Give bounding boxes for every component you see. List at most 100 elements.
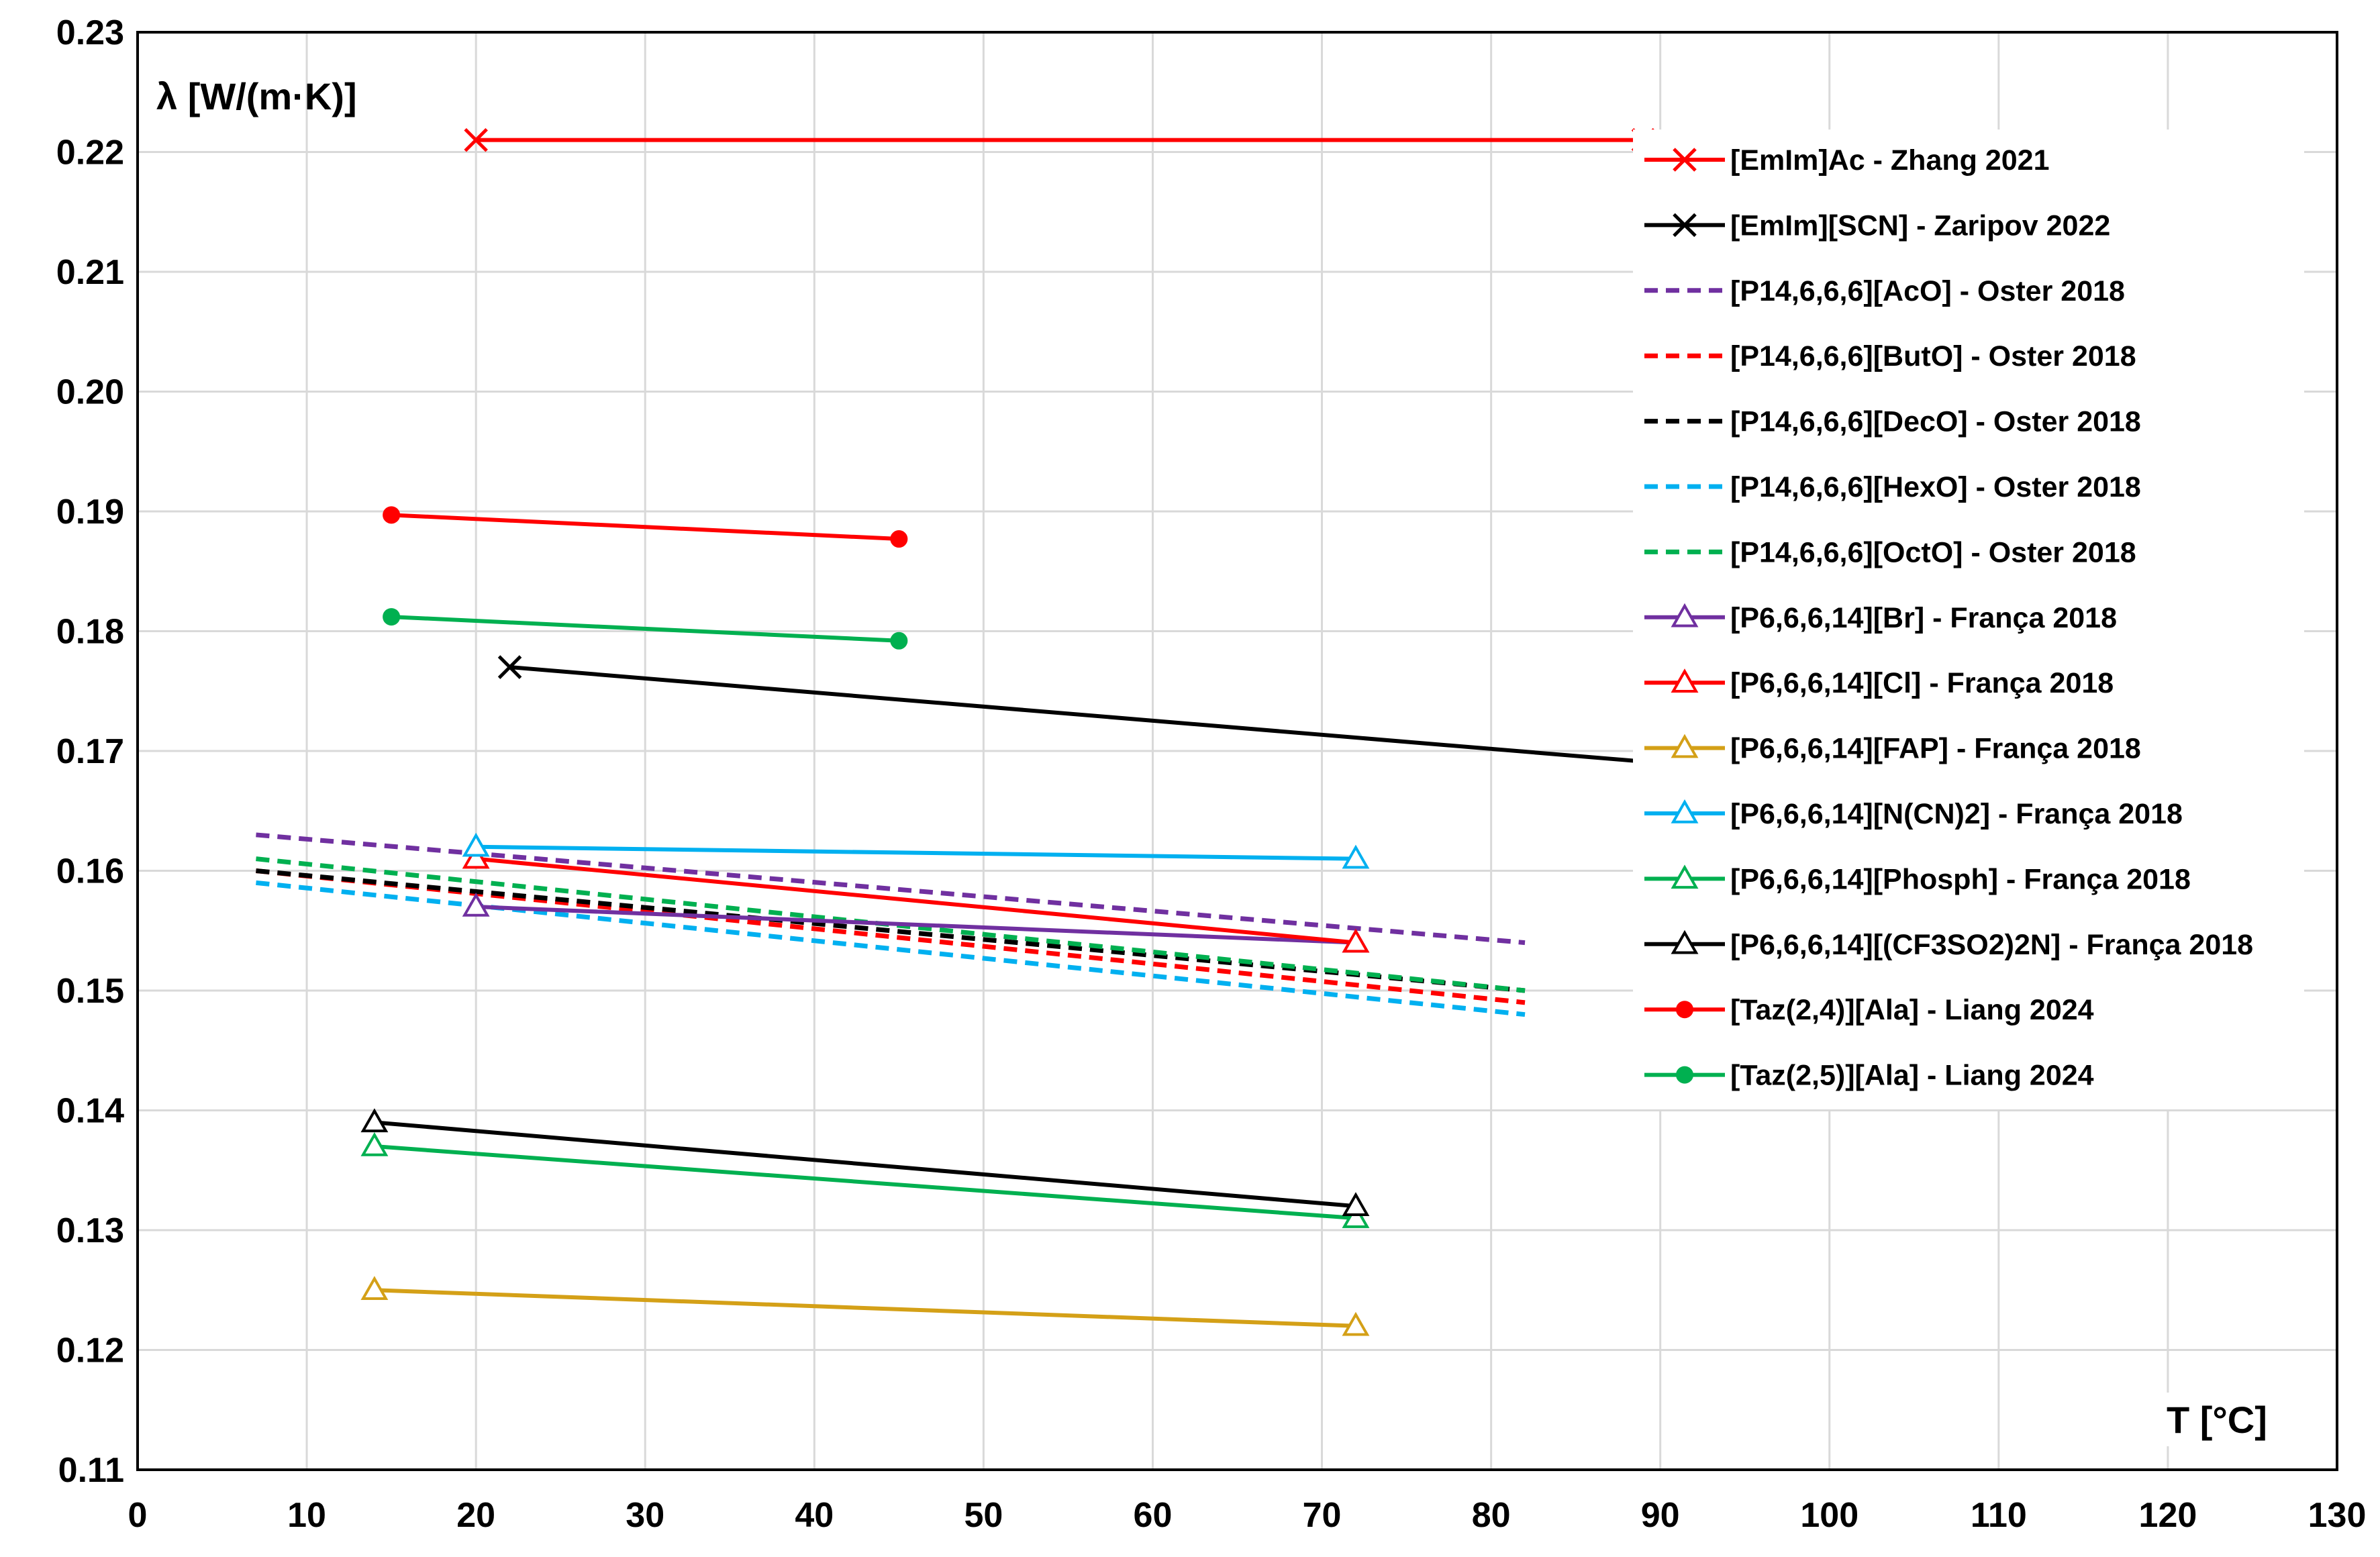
legend-swatch-marker [1673, 148, 1697, 172]
series-line [509, 665, 1660, 765]
data-point [462, 893, 490, 917]
legend-swatch-marker [1671, 930, 1699, 954]
legend-swatch-marker [1671, 734, 1699, 758]
legend-label: [P6,6,6,14][N(CN)2] - França 2018 [1730, 798, 2183, 830]
series-14 [383, 506, 908, 548]
series-line [391, 615, 899, 643]
legend-item: [EmIm]Ac - Zhang 2021 [1644, 144, 2050, 177]
y-tick-label: 0.11 [58, 1451, 124, 1490]
legend-swatch-marker [1671, 799, 1699, 823]
y-tick-label: 0.16 [56, 852, 124, 891]
series-group [256, 128, 1673, 1336]
legend-item: [P14,6,6,6][DecO] - Oster 2018 [1644, 406, 2141, 438]
legend-item: [P14,6,6,6][ButO] - Oster 2018 [1644, 340, 2136, 372]
y-tick-label: 0.19 [56, 493, 124, 532]
legend-item: [P6,6,6,14][Br] - França 2018 [1644, 602, 2117, 634]
y-tick-label: 0.15 [56, 972, 124, 1011]
legend-item: [EmIm][SCN] - Zaripov 2022 [1644, 209, 2110, 242]
x-tick-label: 80 [1472, 1496, 1511, 1535]
x-tick-label: 10 [287, 1496, 326, 1535]
x-tick-label: 60 [1134, 1496, 1173, 1535]
y-tick-label: 0.20 [56, 373, 124, 412]
x-tick-label: 50 [964, 1496, 1003, 1535]
legend-label: [EmIm]Ac - Zhang 2021 [1730, 144, 2050, 177]
legend-label: [P6,6,6,14][Phosph] - França 2018 [1730, 863, 2191, 895]
x-tick-label: 100 [1800, 1496, 1858, 1535]
series-line [476, 844, 1356, 861]
legend-item: [P6,6,6,14][N(CN)2] - França 2018 [1644, 798, 2183, 830]
y-tick-label: 0.13 [56, 1211, 124, 1250]
legend-label: [P6,6,6,14][Cl] - França 2018 [1730, 667, 2114, 699]
legend-swatch-marker [1676, 1066, 1693, 1084]
x-tick-label: 130 [2308, 1496, 2367, 1535]
legend-label: [P14,6,6,6][DecO] - Oster 2018 [1730, 406, 2141, 438]
legend-label: [EmIm][SCN] - Zaripov 2022 [1730, 209, 2110, 242]
data-point [497, 655, 522, 679]
x-tick-label: 0 [128, 1496, 148, 1535]
series-1 [464, 128, 1656, 152]
legend-swatch-marker [1671, 668, 1699, 693]
tick-labels: 0 10 20 30 40 50 60 70 80 90 100 110 120 130 0.11 0.12 0… [56, 13, 2367, 1535]
legend-item: [P6,6,6,14][Phosph] - França 2018 [1644, 863, 2191, 895]
legend-item: [Taz(2,4)][Ala] - Liang 2024 [1644, 994, 2094, 1026]
series-2 [497, 655, 1673, 775]
x-tick-label: 90 [1641, 1496, 1680, 1535]
series-12 [360, 1132, 1370, 1228]
legend-item: [Taz(2,5)][Ala] - Liang 2024 [1644, 1060, 2094, 1092]
legend-item: [P6,6,6,14][Cl] - França 2018 [1644, 667, 2114, 699]
data-point [464, 128, 488, 152]
data-point [383, 608, 401, 626]
x-tick-label: 20 [456, 1496, 495, 1535]
x-tick-label: 70 [1303, 1496, 1342, 1535]
series-line [256, 832, 1526, 946]
series-line [391, 513, 899, 542]
series-line [256, 856, 1526, 993]
x-tick-label: 30 [626, 1496, 664, 1535]
x-axis-title-background [2161, 1393, 2279, 1446]
legend-swatch-marker [1676, 1001, 1693, 1019]
legend-swatch-marker [1671, 864, 1699, 889]
legend-swatch-marker [1671, 603, 1699, 627]
legend: [EmIm]Ac - Zhang 2021 [EmIm][SCN] - Zarip… [1633, 130, 2304, 1109]
series-line [256, 868, 1526, 1005]
plot-area-frame [136, 31, 2338, 1471]
legend-background [1633, 130, 2304, 1109]
y-tick-label: 0.12 [56, 1332, 124, 1370]
legend-swatch-marker [1673, 213, 1697, 238]
legend-item: [P6,6,6,14][(CF3SO2)2N] - França 2018 [1644, 929, 2253, 961]
data-point [360, 1132, 389, 1156]
x-tick-label: 40 [795, 1496, 834, 1535]
data-point [1342, 844, 1370, 869]
data-point [383, 506, 401, 524]
series-line [374, 1144, 1356, 1221]
data-point [360, 1276, 389, 1300]
legend-item: [P14,6,6,6][HexO] - Oster 2018 [1644, 471, 2141, 503]
data-point [1342, 928, 1370, 953]
legend-item: [P6,6,6,14][FAP] - França 2018 [1644, 733, 2141, 765]
legend-label: [P6,6,6,14][(CF3SO2)2N] - França 2018 [1730, 929, 2253, 961]
legend-label: [P6,6,6,14][FAP] - França 2018 [1730, 733, 2141, 765]
series-7 [256, 856, 1526, 993]
data-point [462, 832, 490, 857]
legend-label: [Taz(2,4)][Ala] - Liang 2024 [1730, 994, 2094, 1026]
x-axis-title: T [°C] [2167, 1399, 2267, 1441]
data-point [360, 1108, 389, 1133]
series-9 [462, 844, 1370, 953]
legend-item: [P14,6,6,6][OctO] - Oster 2018 [1644, 536, 2136, 568]
legend-label: [P14,6,6,6][AcO] - Oster 2018 [1730, 275, 2125, 307]
series-line [476, 905, 1356, 945]
series-line [475, 856, 1356, 945]
y-tick-label: 0.17 [56, 732, 124, 771]
data-point [890, 632, 908, 650]
series-10 [360, 1276, 1370, 1336]
series-4 [256, 868, 1526, 1005]
data-point [1342, 1192, 1370, 1217]
y-axis-title: λ [W/(m·K)] [156, 75, 357, 117]
x-tick-label: 110 [1971, 1496, 2027, 1535]
y-tick-label: 0.18 [56, 613, 124, 652]
series-line [374, 1120, 1356, 1209]
y-tick-label: 0.21 [56, 253, 124, 292]
y-tick-label: 0.22 [56, 134, 124, 172]
legend-label: [Taz(2,5)][Ala] - Liang 2024 [1730, 1060, 2094, 1092]
